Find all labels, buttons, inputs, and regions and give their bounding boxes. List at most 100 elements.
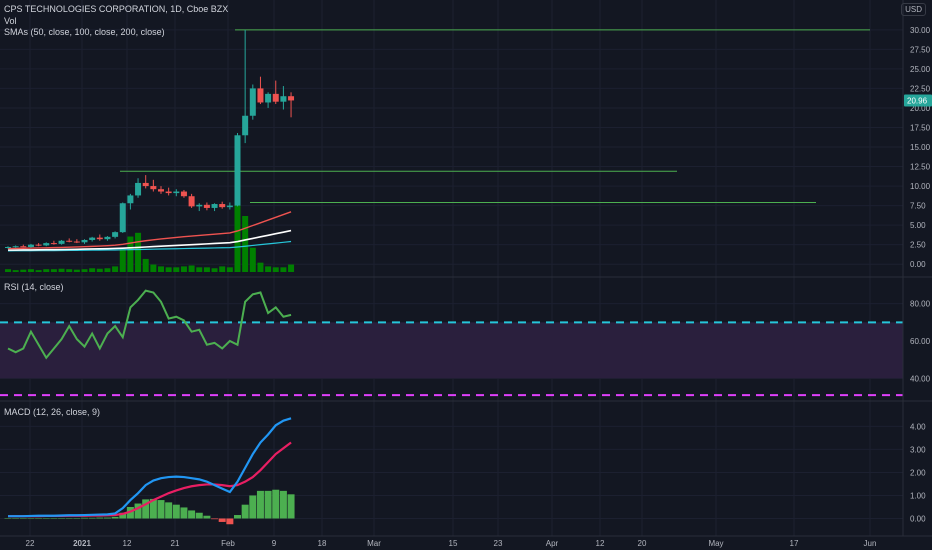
macd-histogram-bar-18 <box>142 499 150 519</box>
horizontal-lines <box>120 29 870 203</box>
price-tick-label-6: 15.00 <box>910 143 931 152</box>
macd-histogram-bar-12 <box>96 517 104 519</box>
volume-bar-8 <box>66 269 73 272</box>
macd-histogram-bar-5 <box>42 518 50 519</box>
volume-bars <box>5 202 295 272</box>
volume-bar-37 <box>288 264 295 272</box>
candle-body-30 <box>234 135 241 206</box>
price-tick-label-8: 10.00 <box>910 182 931 191</box>
macd-tick-label-4: 0.00 <box>910 514 926 523</box>
volume-bar-7 <box>58 268 65 272</box>
rsi-tick-label-2: 40.00 <box>910 374 931 383</box>
volume-bar-21 <box>165 267 172 272</box>
macd-histogram-bar-8 <box>65 518 73 519</box>
macd-histogram-bar-3 <box>27 518 35 519</box>
macd-line <box>8 417 292 518</box>
candle-body-25 <box>196 204 203 207</box>
x-tick-label-0: 22 <box>26 539 35 548</box>
macd-histogram-bar-22 <box>172 504 180 519</box>
candle-body-29 <box>226 205 233 208</box>
volume-bar-18 <box>142 258 149 272</box>
macd-histogram-bar-21 <box>165 502 173 519</box>
candle-body-36 <box>280 96 287 102</box>
macd-histogram-bar-11 <box>88 517 96 519</box>
x-tick-label-12: 20 <box>638 539 647 548</box>
macd-histogram-bar-0 <box>4 518 12 519</box>
x-axis-labels: 22 2021 12 21 Feb 9 18 Mar 15 23 Apr 12 20 May 17 Jun <box>26 539 877 548</box>
price-tick-label-2: 25.00 <box>910 65 931 74</box>
macd-histogram-bar-13 <box>103 517 111 519</box>
candle-body-35 <box>272 93 279 102</box>
volume-bar-29 <box>226 267 233 272</box>
price-tick-label-0: 30.00 <box>910 26 931 35</box>
volume-bar-0 <box>5 269 11 272</box>
macd-pane <box>4 417 295 525</box>
sma100-line <box>7 229 292 251</box>
axes <box>0 0 932 537</box>
x-tick-label-9: 23 <box>494 539 503 548</box>
x-tick-label-10: Apr <box>546 539 559 548</box>
candle-body-7 <box>58 240 65 244</box>
macd-histogram-bar-27 <box>211 518 219 520</box>
macd-histogram-bar-10 <box>81 517 88 519</box>
candle-body-32 <box>249 88 256 116</box>
macd-histogram-bar-15 <box>119 512 127 519</box>
macd-histogram-bar-20 <box>157 500 165 519</box>
candle-body-10 <box>81 239 88 243</box>
macd-histogram-bar-36 <box>279 490 287 519</box>
volume-bar-19 <box>150 264 157 272</box>
chart-title: CPS TECHNOLOGIES CORPORATION, 1D, Cboe B… <box>4 4 229 14</box>
rsi-series-line <box>7 289 292 360</box>
candle-body-21 <box>165 191 172 194</box>
macd-histogram-bar-6 <box>50 518 58 519</box>
candles <box>5 29 295 249</box>
volume-bar-34 <box>265 266 272 272</box>
last-price-tag: 20.96 <box>904 94 932 107</box>
price-tick-label-12: 0.00 <box>910 260 926 269</box>
candle-body-2 <box>20 246 27 248</box>
candle-body-34 <box>265 93 272 103</box>
volume-bar-22 <box>173 267 180 272</box>
macd-tick-label-0: 4.00 <box>910 422 926 431</box>
volume-bar-20 <box>158 266 164 272</box>
rsi-band <box>0 322 903 379</box>
volume-bar-25 <box>196 267 203 272</box>
macd-histogram-bar-26 <box>203 515 211 519</box>
last-price-badge <box>904 94 932 107</box>
rsi-line <box>7 289 292 360</box>
x-tick-label-8: 15 <box>449 539 458 548</box>
candle-body-11 <box>89 237 96 240</box>
candle-body-14 <box>112 232 119 237</box>
candle-body-4 <box>35 244 42 246</box>
macd-tick-label-3: 1.00 <box>910 491 926 500</box>
volume-legend: Vol <box>4 16 17 26</box>
x-tick-label-15: Jun <box>864 539 877 548</box>
volume-bar-5 <box>43 269 50 272</box>
candle-body-16 <box>127 195 134 204</box>
candle-body-17 <box>135 182 142 196</box>
macd-histogram-bar-32 <box>249 495 257 519</box>
candle-body-37 <box>288 96 295 101</box>
macd-histogram-bar-19 <box>149 498 157 519</box>
volume-bar-12 <box>96 268 103 272</box>
last-price-text: 20.96 <box>907 96 928 105</box>
candle-body-18 <box>142 182 149 187</box>
price-tick-label-5: 17.50 <box>910 123 931 132</box>
volume-bar-23 <box>180 266 187 272</box>
candle-body-5 <box>43 243 50 246</box>
x-tick-label-5: 9 <box>272 539 277 548</box>
x-tick-label-6: 18 <box>318 539 327 548</box>
price-tick-label-10: 5.00 <box>910 221 926 230</box>
candle-body-22 <box>173 191 180 194</box>
x-tick-label-14: 17 <box>790 539 799 548</box>
volume-bar-11 <box>89 268 96 272</box>
candle-body-8 <box>66 240 73 242</box>
macd-histogram-bar-1 <box>12 518 20 519</box>
volume-bar-28 <box>219 266 226 272</box>
volume-bar-24 <box>188 265 195 272</box>
candle-body-33 <box>257 88 264 103</box>
volume-bar-16 <box>127 236 134 272</box>
currency-button[interactable]: USD <box>901 3 926 16</box>
sma50-line <box>7 211 292 250</box>
